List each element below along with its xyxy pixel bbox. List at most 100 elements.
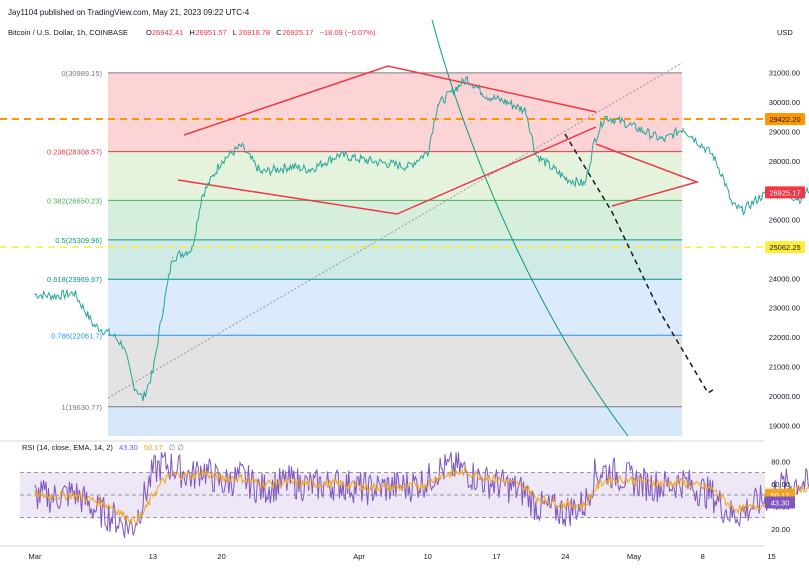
price-tag-label: 26925.17 xyxy=(769,188,800,197)
price-point xyxy=(456,86,458,88)
fib-level-label: 0.236(28308.57) xyxy=(47,148,103,157)
price-point xyxy=(682,127,684,130)
price-point xyxy=(741,210,743,212)
fib-extension-band xyxy=(108,406,682,436)
price-axis-tick: 21000.00 xyxy=(769,363,800,372)
projection-dashed-line[interactable] xyxy=(564,133,717,395)
trendline-drawings[interactable] xyxy=(0,19,765,437)
triangle-lower-line[interactable] xyxy=(177,126,597,215)
curve-drawing[interactable] xyxy=(431,19,629,437)
price-point xyxy=(112,335,115,337)
price-tag-label: 25062.25 xyxy=(769,243,800,252)
rsi-ema-line xyxy=(34,467,809,525)
fib-level-label: 0(30989.15) xyxy=(62,69,103,78)
time-axis-tick: 15 xyxy=(767,552,775,561)
price-axis-tick: 24000.00 xyxy=(769,274,800,283)
time-axis-tick: 8 xyxy=(701,552,705,561)
price-axis-tick: 20000.00 xyxy=(769,392,800,401)
price-point xyxy=(142,398,144,400)
price-point xyxy=(711,154,714,156)
price-tag xyxy=(765,112,805,125)
fib-level-label: 0.618(23969.67) xyxy=(47,275,103,284)
fibonacci-retracement[interactable] xyxy=(108,72,682,436)
price-point xyxy=(662,139,665,141)
ohlc-h: H xyxy=(189,28,194,37)
fib-band xyxy=(108,151,682,201)
ohlc-values: O 26942.41 H 26951.57 L 26918.78 C 26925.17 −18.… xyxy=(146,28,376,37)
price-tag xyxy=(765,186,805,199)
fib-band xyxy=(108,239,682,280)
fibonacci-labels: 0(30989.15) 0.236(28308.57) 0.382(26650.23… xyxy=(47,69,103,412)
price-series-line xyxy=(34,75,809,402)
fib-band xyxy=(108,279,682,336)
time-axis-tick: May xyxy=(627,552,641,561)
price-point xyxy=(171,257,174,259)
price-point xyxy=(54,295,56,297)
price-point xyxy=(584,183,586,185)
price-point xyxy=(240,145,242,147)
price-point xyxy=(338,154,341,156)
price-point xyxy=(721,174,724,177)
price-point xyxy=(152,371,154,373)
price-point xyxy=(505,101,507,103)
rsi-axis-tick: 20.00 xyxy=(771,525,790,534)
price-point xyxy=(486,95,488,97)
price-axis-tick: 31000.00 xyxy=(769,69,800,78)
price-point xyxy=(201,195,203,197)
ohlc-l: L xyxy=(233,28,237,37)
rsi-line xyxy=(34,452,809,538)
price-axis[interactable]: 31000.0030000.0029000.0028000.0027000.00… xyxy=(765,69,805,431)
fib-level-label: 0.382(26650.23) xyxy=(47,196,103,205)
price-point xyxy=(643,130,645,132)
price-point xyxy=(535,154,537,156)
price-point xyxy=(427,151,429,153)
fib-band xyxy=(108,200,682,240)
rsi-axis-tick: 80.00 xyxy=(771,457,790,466)
publisher-text: Jay1104 published on TradingView.com, Ma… xyxy=(8,8,250,17)
price-series xyxy=(34,75,809,402)
price-point xyxy=(368,160,370,162)
fib-band xyxy=(108,335,682,407)
ohlc-o-value: 26942.41 xyxy=(152,28,183,37)
ohlc-c-value: 26925.17 xyxy=(282,28,313,37)
time-axis-tick: 24 xyxy=(561,552,569,561)
rsi-axis-tick: 60.00 xyxy=(771,480,790,489)
price-point xyxy=(525,110,527,112)
time-axis[interactable]: Mar1320Apr101724May8152229 xyxy=(29,552,809,561)
ohlc-o: O xyxy=(146,28,152,37)
price-point xyxy=(692,136,694,138)
price-point xyxy=(191,248,193,250)
time-axis-tick: Apr xyxy=(353,552,365,561)
price-point xyxy=(220,160,223,162)
price-point xyxy=(162,310,164,312)
triangle-upper-line[interactable] xyxy=(183,65,597,136)
price-point xyxy=(594,139,596,141)
time-axis-tick: Mar xyxy=(29,552,42,561)
price-pane[interactable]: 0(30989.15) 0.236(28308.57) 0.382(26650.23… xyxy=(0,19,809,437)
price-point xyxy=(132,383,134,385)
price-point xyxy=(731,204,733,206)
ohlc-h-value: 26951.57 xyxy=(195,28,226,37)
pennant-lines[interactable] xyxy=(595,143,700,207)
rsi-value-tag xyxy=(765,496,795,509)
price-point xyxy=(800,198,802,200)
price-point xyxy=(623,121,625,124)
fib-level-label: 0.786(22061.7) xyxy=(51,331,102,340)
rsi-legend: RSI (14, close, EMA, 14, 2) 43.30 50.17 … xyxy=(22,443,184,452)
ohlc-c: C xyxy=(276,28,282,37)
price-point xyxy=(260,171,262,174)
price-point xyxy=(437,104,439,106)
currency-label: USD xyxy=(777,28,793,37)
price-point xyxy=(387,163,390,165)
dotted-trendline[interactable] xyxy=(107,62,683,399)
price-point xyxy=(289,166,291,168)
rsi-value-tag-label: 43.30 xyxy=(771,499,790,508)
fib-level-label: 0.5(25309.96) xyxy=(55,236,102,245)
rsi-pane[interactable] xyxy=(20,452,809,538)
rsi-value-tag-label: 50.17 xyxy=(771,491,790,500)
price-point xyxy=(93,324,95,326)
fib-level-label: 1(19630.77) xyxy=(62,403,103,412)
price-point xyxy=(761,195,763,197)
